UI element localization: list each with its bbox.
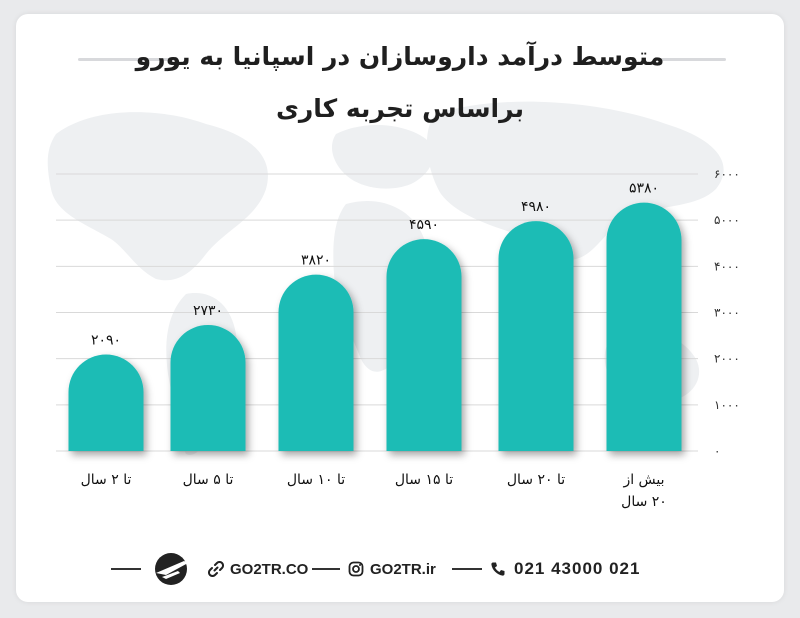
footer-contact: GO2TR.CO GO2TR.ir 021 43000 021 [16, 553, 784, 585]
bar [386, 239, 462, 451]
bar-value-label: ۴۹۸۰ [521, 199, 551, 215]
bar-value-label: ۴۵۹۰ [409, 217, 439, 233]
y-tick-label: ۲۰۰۰ [714, 352, 740, 366]
chart-title-line1: متوسط درآمد داروسازان در اسپانیا به یورو [135, 42, 665, 71]
chart-title-line2: براساس تجربه کاری [275, 94, 525, 123]
bar [278, 274, 354, 451]
y-tick-label: ۵۰۰۰ [714, 213, 740, 227]
footer-divider-3 [452, 568, 482, 570]
title-decoration-left [78, 58, 174, 61]
bar-value-label: ۲۷۳۰ [193, 303, 223, 319]
x-category-label: تا ۲۰ سال [507, 472, 565, 488]
bar [606, 202, 682, 451]
website-text: GO2TR.CO [230, 560, 309, 578]
footer-divider-2 [312, 568, 340, 570]
y-tick-label: ۱۰۰۰ [714, 398, 740, 412]
y-tick-label: ۳۰۰۰ [714, 306, 740, 320]
footer-divider-1 [111, 568, 141, 570]
bar-chart: ۰ ۱۰۰۰ ۲۰۰۰ ۳۰۰۰ ۴۰۰۰ ۵۰۰۰ ۶۰۰۰ ۲۰۹۰ تا ۲ سال ۲۷۳… [56, 167, 740, 510]
phone-link[interactable]: 021 43000 021 [490, 554, 640, 584]
x-category-label: ۲۰ سال [621, 494, 667, 510]
plane-logo-icon [155, 553, 188, 585]
x-category-label: تا ۵ سال [183, 472, 234, 488]
bar [68, 354, 144, 451]
bar-value-label: ۲۰۹۰ [91, 333, 121, 349]
x-category-label: تا ۲ سال [81, 472, 132, 488]
x-category-label: بیش از [622, 472, 664, 488]
bar [170, 324, 246, 451]
chart-card: متوسط درآمد داروسازان در اسپانیا به یورو… [16, 14, 784, 602]
x-category-label: تا ۱۰ سال [287, 472, 345, 488]
link-icon [208, 561, 224, 577]
phone-icon [491, 562, 505, 576]
instagram-text: GO2TR.ir [370, 560, 436, 578]
y-tick-label: ۴۰۰۰ [714, 259, 740, 273]
bar [498, 221, 574, 451]
instagram-link[interactable]: GO2TR.ir [348, 554, 436, 584]
phone-text: 021 43000 021 [514, 559, 641, 578]
y-tick-label: ۶۰۰۰ [714, 167, 740, 181]
title-decoration-right [656, 58, 726, 61]
y-tick-label: ۰ [714, 444, 720, 458]
website-link[interactable]: GO2TR.CO [208, 554, 308, 584]
x-category-label: تا ۱۵ سال [395, 472, 453, 488]
bar-value-label: ۳۸۲۰ [301, 253, 331, 269]
bar-value-label: ۵۳۸۰ [629, 181, 659, 197]
instagram-icon [348, 561, 364, 577]
